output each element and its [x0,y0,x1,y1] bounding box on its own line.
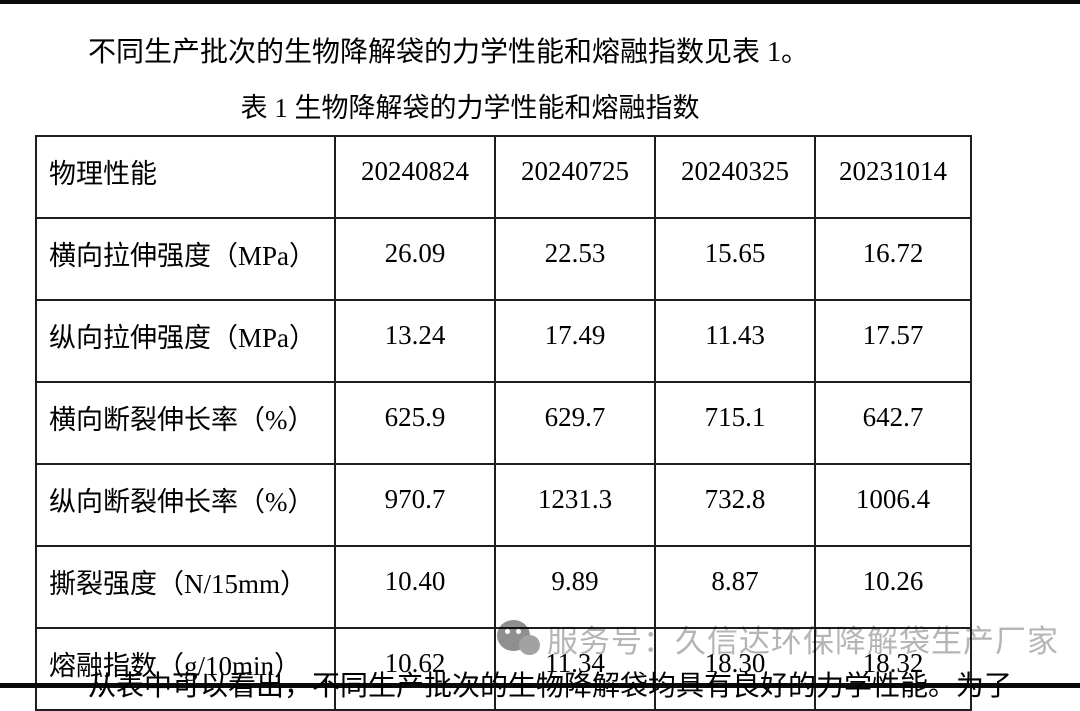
row-label-cell: 纵向拉伸强度（MPa） [35,299,336,383]
data-cell: 16.72 [814,217,972,301]
properties-table: 物理性能 20240824 20240725 20240325 20231014… [35,135,972,711]
table-caption: 表 1 生物降解袋的力学性能和熔融指数 [240,93,700,123]
data-cell: 629.7 [494,381,656,465]
data-cell: 8.87 [654,545,816,629]
header-cell: 物理性能 [35,135,336,219]
data-cell: 22.53 [494,217,656,301]
row-label-cell: 纵向断裂伸长率（%） [35,463,336,547]
top-edge-bar [0,0,1080,4]
data-cell: 17.49 [494,299,656,383]
data-cell: 625.9 [334,381,496,465]
table-row: 纵向断裂伸长率（%） 970.7 1231.3 732.8 1006.4 [35,463,972,547]
table-row: 撕裂强度（N/15mm） 10.40 9.89 8.87 10.26 [35,545,972,629]
data-cell: 10.40 [334,545,496,629]
data-cell: 15.65 [654,217,816,301]
table-row: 横向断裂伸长率（%） 625.9 629.7 715.1 642.7 [35,381,972,465]
data-cell: 26.09 [334,217,496,301]
data-cell: 9.89 [494,545,656,629]
data-cell: 10.26 [814,545,972,629]
data-cell: 1006.4 [814,463,972,547]
table-row: 横向拉伸强度（MPa） 26.09 22.53 15.65 16.72 [35,217,972,301]
data-cell: 1231.3 [494,463,656,547]
row-label-cell: 横向拉伸强度（MPa） [35,217,336,301]
header-cell: 20231014 [814,135,972,219]
bottom-edge-bar [0,683,1080,688]
table-header-row: 物理性能 20240824 20240725 20240325 20231014 [35,135,972,219]
row-label-cell: 横向断裂伸长率（%） [35,381,336,465]
header-cell: 20240325 [654,135,816,219]
data-cell: 642.7 [814,381,972,465]
header-cell: 20240824 [334,135,496,219]
data-cell: 715.1 [654,381,816,465]
row-label-cell: 撕裂强度（N/15mm） [35,545,336,629]
data-cell: 970.7 [334,463,496,547]
data-cell: 732.8 [654,463,816,547]
header-cell: 20240725 [494,135,656,219]
closing-paragraph: 从表中可以看出，不同生产批次的生物降解袋均具有良好的力学性能。为了 [88,671,1013,702]
intro-paragraph: 不同生产批次的生物降解袋的力学性能和熔融指数见表 1。 [88,37,810,68]
table-row: 纵向拉伸强度（MPa） 13.24 17.49 11.43 17.57 [35,299,972,383]
data-cell: 13.24 [334,299,496,383]
data-cell: 11.43 [654,299,816,383]
data-cell: 17.57 [814,299,972,383]
